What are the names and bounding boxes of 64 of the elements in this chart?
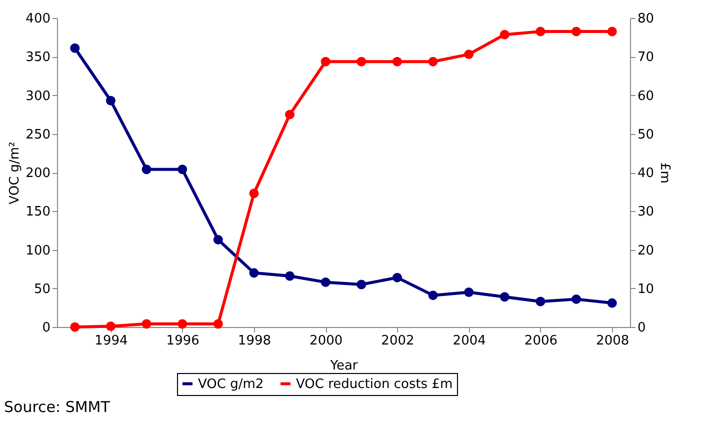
point <box>392 272 402 282</box>
y2-axis-title: £m <box>657 162 672 184</box>
y-tick-label: 0 <box>42 320 50 336</box>
y-tick-label: 150 <box>26 204 50 220</box>
y2-tick-label: 80 <box>638 12 654 26</box>
y2-tick-label: 50 <box>638 127 654 142</box>
x-tick-label: 2004 <box>452 334 486 348</box>
y-tick-label: 350 <box>26 50 50 66</box>
y2-tick-label: 70 <box>638 50 654 66</box>
y-tick-label: 100 <box>26 243 50 258</box>
y2-tick-label: 10 <box>638 282 654 297</box>
point <box>70 43 80 53</box>
y2-tick-label: 0 <box>638 320 646 336</box>
point <box>464 50 474 60</box>
point <box>392 56 402 66</box>
x-tick-label: 2002 <box>381 334 414 348</box>
legend-label: VOC g/m2 <box>198 376 264 392</box>
point <box>428 56 438 66</box>
y-tick-label: 50 <box>34 282 50 297</box>
x-axis-title: Year <box>329 358 358 374</box>
point <box>249 188 259 198</box>
point <box>536 26 546 36</box>
x-tick-label: 2006 <box>524 334 558 348</box>
point <box>500 292 510 302</box>
point <box>500 30 510 40</box>
y-tick-label: 200 <box>26 166 50 181</box>
point <box>106 96 116 106</box>
point <box>106 321 116 331</box>
point <box>428 290 438 300</box>
x-tick-label: 2000 <box>310 334 343 348</box>
y2-tick-label: 60 <box>638 88 654 104</box>
point <box>249 268 259 278</box>
point <box>536 296 546 306</box>
point <box>142 319 152 329</box>
point <box>213 319 223 329</box>
point <box>320 56 330 66</box>
x-tick-label: 1996 <box>166 334 200 348</box>
point <box>572 26 582 36</box>
x-tick-label: 2008 <box>596 334 630 348</box>
point <box>285 271 295 281</box>
y2-tick-label: 30 <box>638 204 654 220</box>
x-tick-label: 1998 <box>238 334 272 348</box>
point <box>320 277 330 287</box>
source-note: Source: SMMT <box>4 398 110 416</box>
y-tick-label: 400 <box>26 12 50 26</box>
point <box>572 294 582 304</box>
point <box>356 56 366 66</box>
point <box>142 164 152 174</box>
point <box>285 110 295 120</box>
x-tick-label: 1994 <box>94 334 128 348</box>
point <box>178 319 188 329</box>
point <box>213 234 223 244</box>
y-axis-title: VOC g/m² <box>8 142 23 204</box>
point <box>607 298 617 308</box>
point <box>178 164 188 174</box>
point <box>607 26 617 36</box>
y-tick-label: 250 <box>26 127 50 142</box>
point <box>70 322 80 332</box>
y2-tick-label: 40 <box>638 166 654 181</box>
y2-tick-label: 20 <box>638 243 654 258</box>
legend-label: VOC reduction costs £m <box>296 376 453 392</box>
point <box>464 288 474 297</box>
y-tick-label: 300 <box>26 88 50 104</box>
point <box>356 280 366 290</box>
